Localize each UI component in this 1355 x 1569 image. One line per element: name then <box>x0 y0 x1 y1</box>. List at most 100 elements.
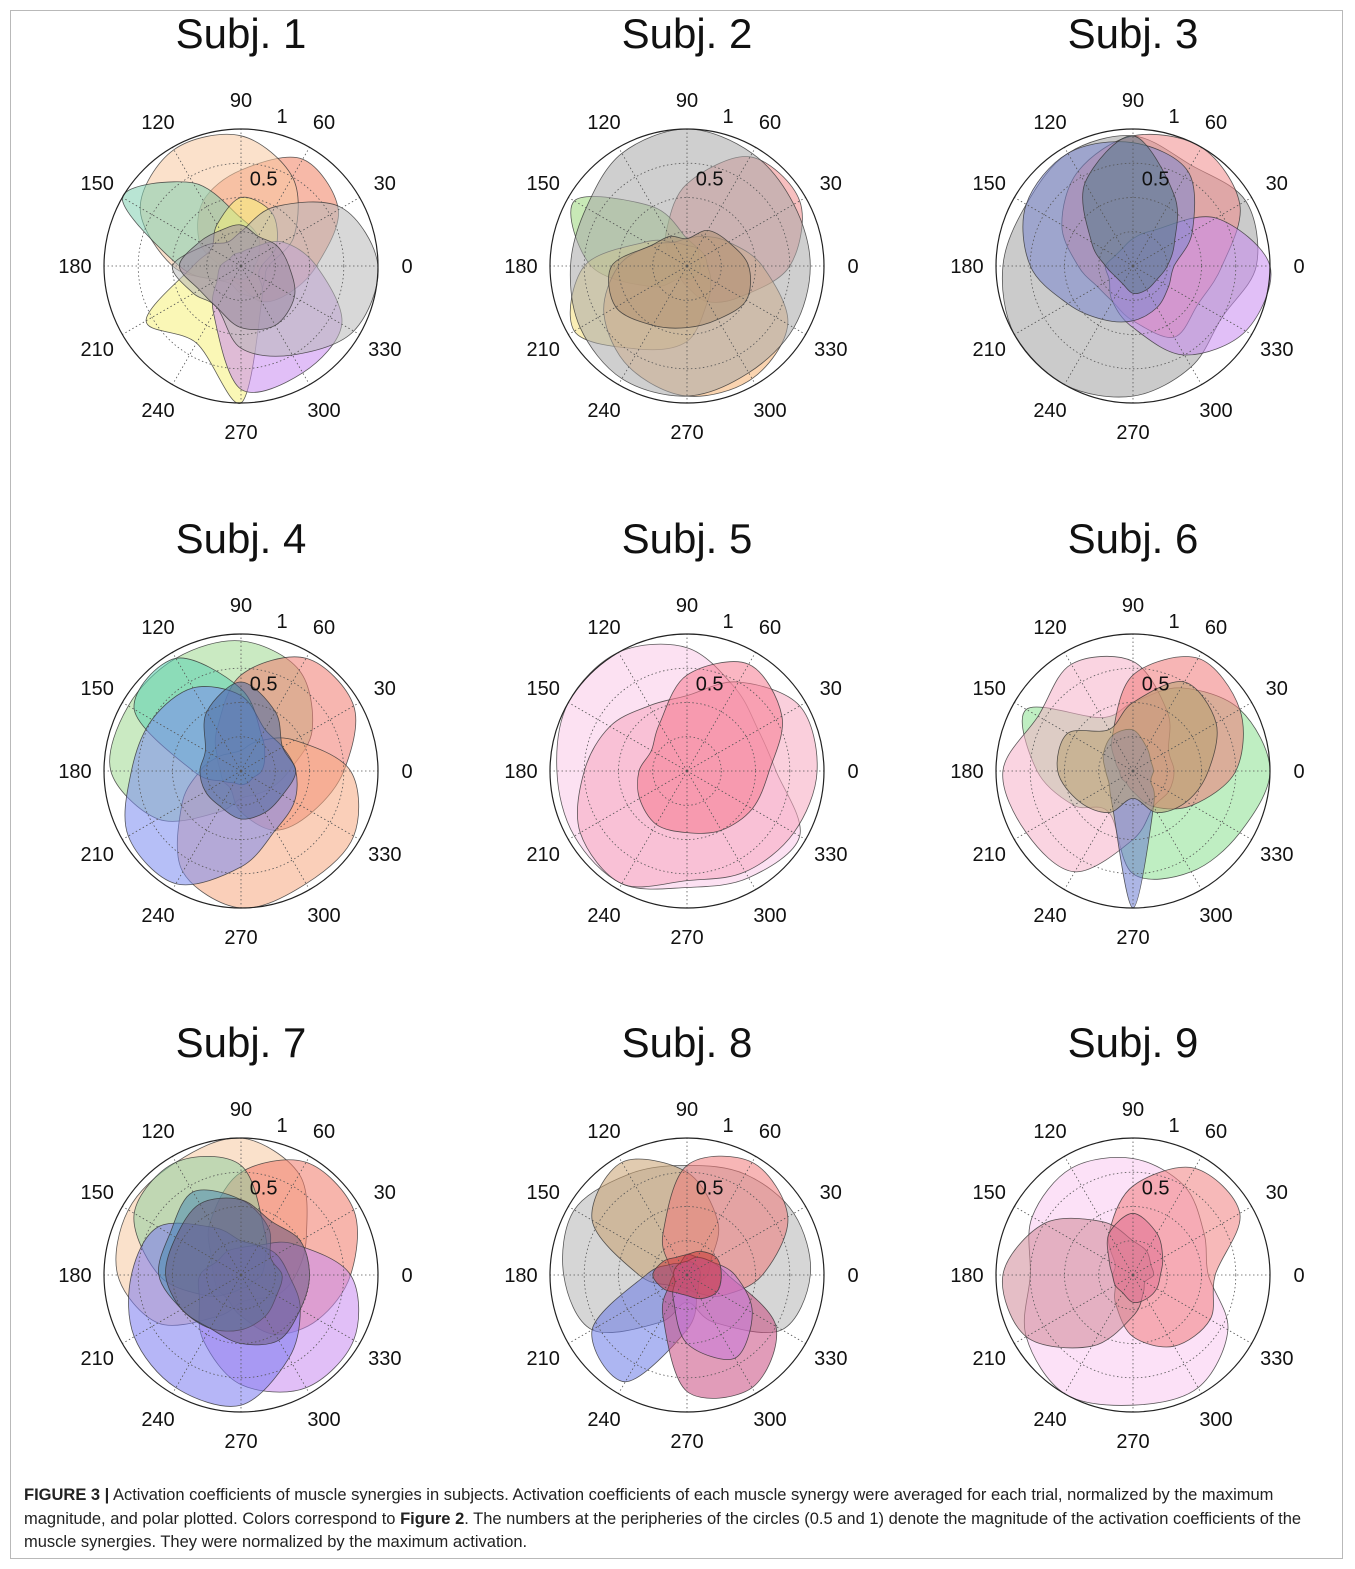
angle-tick-label: 30 <box>820 678 842 700</box>
angle-tick-label: 90 <box>1122 595 1144 617</box>
grid-spoke <box>568 770 688 840</box>
polar-panel-1: Subj. 1 0 30 60 90 120 150 180 210 240 270 300 330 0.… <box>58 10 412 444</box>
grid-spoke <box>686 265 756 385</box>
angle-tick-label: 0 <box>401 761 412 783</box>
angle-tick-label: 60 <box>1205 1121 1227 1143</box>
angle-tick-label: 120 <box>587 617 620 639</box>
angle-tick-label: 210 <box>527 844 560 866</box>
angle-tick-label: 60 <box>1205 617 1227 639</box>
grid-ring <box>652 231 722 301</box>
grid-spoke <box>1014 1274 1134 1344</box>
angle-tick-label: 30 <box>374 678 396 700</box>
panel-title: Subj. 1 <box>176 10 307 57</box>
grid-spoke <box>1132 770 1202 890</box>
angle-tick-label: 240 <box>1033 905 1066 927</box>
angle-tick-label: 120 <box>587 1121 620 1143</box>
grid-spoke <box>240 652 310 772</box>
grid-spoke <box>568 702 688 772</box>
angle-tick-label: 60 <box>759 1121 781 1143</box>
grid-spoke <box>686 1274 806 1344</box>
grid-spoke <box>1014 197 1134 267</box>
grid-spoke <box>618 652 688 772</box>
angle-tick-label: 0 <box>1293 256 1304 278</box>
angle-tick-label: 270 <box>1116 1431 1149 1453</box>
grid-spoke <box>240 1206 360 1276</box>
angle-tick-label: 210 <box>973 339 1006 361</box>
grid-spoke <box>122 265 242 335</box>
angle-tick-label: 0 <box>401 256 412 278</box>
grid-spoke <box>240 147 310 267</box>
angle-tick-label: 0 <box>847 256 858 278</box>
angle-tick-label: 300 <box>307 905 340 927</box>
angle-tick-label: 90 <box>230 595 252 617</box>
grid-ring <box>1098 1240 1168 1310</box>
angle-tick-label: 0 <box>401 1265 412 1287</box>
grid-ring <box>1098 231 1168 301</box>
grid-spoke <box>568 1274 688 1344</box>
angle-tick-label: 150 <box>81 1182 114 1204</box>
grid-ring <box>1029 1171 1237 1379</box>
grid-spoke <box>686 265 806 335</box>
grid-spoke <box>1064 1274 1134 1394</box>
angle-tick-label: 210 <box>973 844 1006 866</box>
angle-tick-label: 240 <box>587 1409 620 1431</box>
angle-tick-label: 180 <box>58 1265 91 1287</box>
grid-ring <box>652 1240 722 1310</box>
radial-tick-label: 1 <box>723 611 734 633</box>
grid-spoke <box>686 652 756 772</box>
angle-tick-label: 240 <box>141 400 174 422</box>
grid-spoke <box>1132 1274 1252 1344</box>
angle-tick-label: 90 <box>230 1099 252 1121</box>
grid-spoke <box>240 1274 360 1344</box>
grid-spoke <box>686 1156 756 1276</box>
grid-spoke <box>618 147 688 267</box>
grid-spoke <box>568 265 688 335</box>
caption-figure-ref[interactable]: Figure 2 <box>400 1509 465 1528</box>
angle-tick-label: 90 <box>1122 1099 1144 1121</box>
polar-outer-ring <box>103 128 379 404</box>
angle-tick-label: 240 <box>587 400 620 422</box>
angle-tick-label: 30 <box>1266 173 1288 195</box>
grid-spoke <box>240 770 310 890</box>
angle-tick-label: 180 <box>58 256 91 278</box>
synergy-area-5 <box>1082 135 1178 295</box>
angle-tick-label: 300 <box>307 1409 340 1431</box>
caption-text-2: . The numbers at the peripheries of the … <box>24 1509 1302 1552</box>
grid-spoke <box>1064 770 1134 890</box>
polar-panel-4: Subj. 4 0 30 60 90 120 150 180 210 240 270 300 330 0.… <box>58 515 412 949</box>
grid-spoke <box>1014 770 1134 840</box>
grid-spoke <box>122 1274 242 1344</box>
angle-tick-label: 120 <box>141 1121 174 1143</box>
angle-tick-label: 120 <box>141 617 174 639</box>
grid-spoke <box>686 770 756 890</box>
radial-tick-label: 0.5 <box>250 1178 278 1200</box>
angle-tick-label: 180 <box>504 256 537 278</box>
angle-tick-label: 330 <box>1260 339 1293 361</box>
polar-outer-ring <box>995 1137 1271 1413</box>
polar-outer-ring <box>549 1137 825 1413</box>
synergy-area-7 <box>165 1197 310 1346</box>
angle-tick-label: 270 <box>670 422 703 444</box>
radial-tick-label: 1 <box>1169 611 1180 633</box>
grid-spoke <box>172 1274 242 1394</box>
panel-title: Subj. 5 <box>622 515 753 562</box>
angle-tick-label: 300 <box>753 400 786 422</box>
radial-tick-label: 0.5 <box>696 674 724 696</box>
grid-ring <box>206 1240 276 1310</box>
grid-ring <box>1029 667 1237 875</box>
grid-spoke <box>1064 1156 1134 1276</box>
angle-tick-label: 150 <box>81 173 114 195</box>
angle-tick-label: 330 <box>368 844 401 866</box>
grid-spoke <box>240 702 360 772</box>
angle-tick-label: 300 <box>753 905 786 927</box>
panel-title: Subj. 6 <box>1068 515 1199 562</box>
synergy-area-5 <box>1056 681 1218 813</box>
polar-panel-2: Subj. 2 0 30 60 90 120 150 180 210 240 270 300 330 0.… <box>504 10 858 444</box>
angle-tick-label: 90 <box>676 90 698 112</box>
angle-tick-label: 90 <box>676 1099 698 1121</box>
radial-tick-label: 1 <box>1169 1115 1180 1137</box>
angle-tick-label: 210 <box>527 1348 560 1370</box>
angle-tick-label: 300 <box>1199 905 1232 927</box>
figure-caption: FIGURE 3 | Activation coefficients of mu… <box>24 1484 1324 1555</box>
